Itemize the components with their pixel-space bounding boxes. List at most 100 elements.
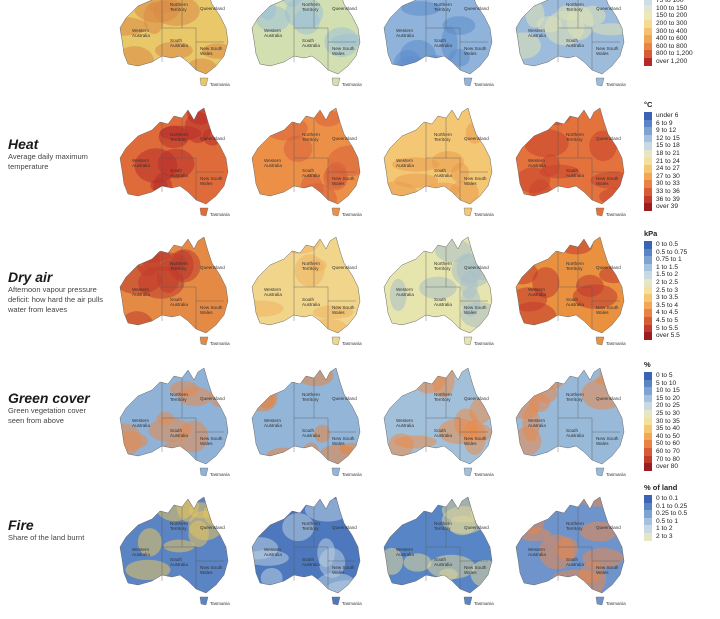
label-australia-sa: Australia [566, 433, 584, 438]
legend-swatch [644, 324, 652, 333]
value-patch [589, 130, 617, 162]
legend-item: over 1,200 [644, 57, 693, 66]
label-australia-wa: Australia [396, 163, 414, 168]
legend-swatch [644, 50, 652, 58]
legend-item: 0 to 5 [644, 372, 680, 380]
label-new-south: New South [332, 305, 355, 310]
legend-swatch [644, 525, 652, 533]
label-queensland: Queensland [332, 6, 357, 11]
label-queensland: Queensland [332, 525, 357, 530]
legend-fire: % of land 0 to 0.1 0.1 to 0.25 0.25 to 0.5 0… [644, 483, 687, 541]
legend-item: 21 to 24 [644, 157, 680, 166]
legend-swatch [644, 165, 652, 173]
legend-item: 24 to 27 [644, 165, 680, 173]
label-queensland: Queensland [332, 136, 357, 141]
legend-item: 30 to 33 [644, 180, 680, 188]
label-australia-sa: Australia [566, 302, 584, 307]
legend-item: 800 to 1,200 [644, 50, 693, 58]
label-wales: Wales [200, 441, 213, 446]
tasmania-island [199, 467, 209, 477]
legend-swatch [644, 495, 652, 503]
legend-item: 200 to 300 [644, 19, 693, 28]
value-patch [519, 246, 538, 269]
value-patch [312, 305, 354, 320]
landmass [252, 368, 360, 464]
label-western: Western [396, 28, 413, 33]
label-territory: Territory [566, 266, 583, 271]
label-queensland: Queensland [332, 265, 357, 270]
label-northern: Northern [302, 132, 320, 137]
label-australia-wa: Australia [396, 552, 414, 557]
legend-label: 0.1 to 0.25 [656, 502, 688, 510]
legend-item: 150 to 200 [644, 12, 693, 20]
legend-item: over 39 [644, 203, 680, 211]
legend-label: 60 to 70 [656, 447, 680, 455]
value-patch [260, 567, 283, 589]
label-new-south: New South [200, 305, 223, 310]
label-new-south: New South [464, 176, 487, 181]
coastline [119, 107, 229, 205]
label-tasmania: Tasmania [342, 341, 362, 346]
legend-label: 0 to 5 [656, 372, 673, 379]
legend-swatch [644, 409, 652, 418]
label-tasmania: Tasmania [342, 472, 362, 477]
value-patch [578, 497, 624, 507]
tasmania-island [331, 77, 341, 87]
legend-item: 100 to 150 [644, 4, 693, 13]
state-borders [557, 118, 620, 200]
legend-label: 1.5 to 2 [656, 271, 678, 279]
value-patch [566, 5, 594, 41]
value-patch [435, 238, 472, 263]
legend-swatch [644, 517, 652, 526]
label-tasmania: Tasmania [606, 82, 626, 87]
label-western: Western [132, 158, 149, 163]
label-territory: Territory [302, 526, 319, 531]
value-patch [156, 260, 180, 294]
legend-swatch [644, 316, 652, 325]
legend-item: 20 to 25 [644, 402, 680, 410]
legend-item: 1 to 2 [644, 525, 687, 533]
coastline [515, 0, 625, 75]
row-subtitle: Afternoon vapour pressure deficit: how h… [8, 285, 104, 314]
coastline [515, 107, 625, 205]
tasmania-island [463, 467, 473, 477]
value-patch [160, 439, 188, 464]
legend-label: 70 to 80 [656, 455, 680, 463]
label-territory: Territory [170, 266, 187, 271]
label-south: South [566, 38, 578, 43]
label-wales: Wales [200, 310, 213, 315]
legend-swatch [644, 180, 652, 188]
legend-unit: kPa [644, 229, 658, 238]
legend-swatch [644, 112, 652, 120]
label-queensland: Queensland [596, 6, 621, 11]
legend-label: under 6 [656, 112, 679, 119]
legend-label: 0 to 0.1 [656, 495, 678, 502]
row-title: Green cover [8, 390, 90, 406]
label-australia-sa: Australia [302, 433, 320, 438]
label-south: South [302, 297, 314, 302]
legend-swatch [644, 134, 652, 143]
label-western: Western [396, 158, 413, 163]
value-patch [384, 181, 418, 203]
label-australia-sa: Australia [434, 302, 452, 307]
legend-item: under 6 [644, 112, 680, 120]
value-patch [323, 165, 348, 191]
value-patch [389, 278, 407, 312]
label-tasmania: Tasmania [474, 82, 494, 87]
label-australia-wa: Australia [132, 163, 150, 168]
label-wales: Wales [332, 570, 345, 575]
value-patch [186, 58, 218, 74]
label-australia-sa: Australia [434, 562, 452, 567]
value-patch [259, 237, 277, 252]
label-northern: Northern [302, 392, 320, 397]
label-western: Western [528, 287, 545, 292]
label-wales: Wales [464, 441, 477, 446]
label-tasmania: Tasmania [342, 212, 362, 217]
label-northern: Northern [170, 521, 188, 526]
legend-label: 27 to 30 [656, 172, 680, 180]
value-patch [187, 108, 214, 125]
legend-label: 18 to 21 [656, 149, 680, 157]
